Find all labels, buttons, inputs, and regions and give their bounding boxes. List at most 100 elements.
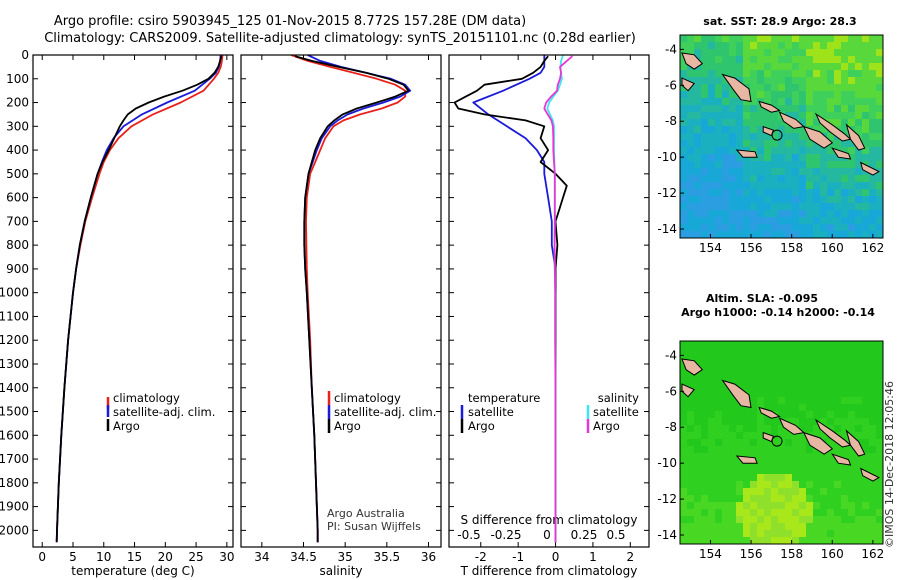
y-tick-label: 900 bbox=[6, 262, 29, 276]
map-cell bbox=[820, 355, 828, 363]
map-cell bbox=[708, 467, 716, 475]
map-cell bbox=[764, 341, 772, 349]
map-cell bbox=[736, 203, 744, 211]
map-cell bbox=[813, 161, 821, 169]
map-cell bbox=[834, 474, 842, 482]
map-cell bbox=[708, 126, 716, 134]
map-cell bbox=[701, 105, 709, 113]
map-cell bbox=[855, 341, 863, 349]
map-cell bbox=[855, 453, 863, 461]
y-tick-label: 1100 bbox=[0, 309, 29, 323]
map-cell bbox=[806, 502, 814, 510]
map-cell bbox=[778, 537, 786, 544]
map-cell bbox=[750, 488, 758, 496]
map-y-tick-label: -6 bbox=[665, 384, 677, 398]
map-field bbox=[680, 341, 883, 544]
map-cell bbox=[841, 70, 849, 78]
s-tick-label: 0.5 bbox=[606, 528, 625, 542]
map-cell bbox=[694, 530, 702, 538]
map-cell bbox=[799, 397, 807, 405]
map-cell bbox=[708, 112, 716, 120]
map-cell bbox=[729, 418, 737, 426]
map-cell bbox=[834, 502, 842, 510]
map-cell bbox=[792, 35, 800, 43]
map-cell bbox=[841, 418, 849, 426]
map-cell bbox=[687, 425, 695, 433]
map-cell bbox=[736, 133, 744, 141]
map-cell bbox=[841, 348, 849, 356]
map-cell bbox=[827, 84, 835, 92]
map-cell bbox=[813, 56, 821, 64]
map-cell bbox=[778, 161, 786, 169]
map-cell bbox=[757, 161, 765, 169]
map-cell bbox=[792, 390, 800, 398]
map-cell bbox=[792, 210, 800, 218]
map-cell bbox=[848, 63, 856, 71]
map-cell bbox=[813, 70, 821, 78]
map-cell bbox=[757, 217, 765, 225]
map-cell bbox=[869, 84, 877, 92]
map-cell bbox=[715, 376, 723, 384]
map-cell bbox=[827, 530, 835, 538]
map-cell bbox=[869, 224, 877, 232]
map-cell bbox=[785, 481, 793, 489]
sla-map-title-line-2: Argo h1000: -0.14 h2000: -0.14 bbox=[681, 306, 875, 319]
map-cell bbox=[806, 112, 814, 120]
map-cell bbox=[855, 390, 863, 398]
map-cell bbox=[743, 175, 751, 183]
map-cell bbox=[834, 446, 842, 454]
map-cell bbox=[764, 154, 772, 162]
map-cell bbox=[736, 126, 744, 134]
map-cell bbox=[806, 516, 814, 524]
map-cell bbox=[694, 495, 702, 503]
map-cell bbox=[771, 231, 779, 238]
map-cell bbox=[687, 77, 695, 85]
map-cell bbox=[743, 224, 751, 232]
map-cell bbox=[820, 432, 828, 440]
map-cell bbox=[834, 70, 842, 78]
x-tick-label: 0 bbox=[38, 550, 46, 564]
map-cell bbox=[841, 390, 849, 398]
map-cell bbox=[757, 495, 765, 503]
map-cell bbox=[722, 98, 730, 106]
map-cell bbox=[771, 418, 779, 426]
map-cell bbox=[708, 362, 716, 370]
map-cell bbox=[687, 231, 695, 238]
map-cell bbox=[694, 161, 702, 169]
map-cell bbox=[785, 495, 793, 503]
map-cell bbox=[834, 112, 842, 120]
map-cell bbox=[792, 411, 800, 419]
map-cell bbox=[806, 154, 814, 162]
map-cell bbox=[736, 404, 744, 412]
map-cell bbox=[841, 105, 849, 113]
map-cell bbox=[771, 509, 779, 517]
map-cell bbox=[792, 49, 800, 57]
map-cell bbox=[792, 376, 800, 384]
map-cell bbox=[694, 154, 702, 162]
map-cell bbox=[806, 453, 814, 461]
map-cell bbox=[806, 77, 814, 85]
map-cell bbox=[848, 397, 856, 405]
map-cell bbox=[764, 119, 772, 127]
map-cell bbox=[722, 446, 730, 454]
map-cell bbox=[694, 91, 702, 99]
map-cell bbox=[680, 509, 688, 517]
map-cell bbox=[869, 495, 877, 503]
map-cell bbox=[869, 460, 877, 468]
map-cell bbox=[827, 49, 835, 57]
map-cell bbox=[862, 70, 870, 78]
map-cell bbox=[680, 369, 688, 377]
map-cell bbox=[862, 196, 870, 204]
map-cell bbox=[680, 210, 688, 218]
map-cell bbox=[722, 425, 730, 433]
map-cell bbox=[792, 488, 800, 496]
map-cell bbox=[848, 210, 856, 218]
map-cell bbox=[757, 168, 765, 176]
map-cell bbox=[694, 502, 702, 510]
map-cell bbox=[715, 84, 723, 92]
map-cell bbox=[799, 467, 807, 475]
map-cell bbox=[792, 453, 800, 461]
map-cell bbox=[736, 362, 744, 370]
map-cell bbox=[722, 210, 730, 218]
map-cell bbox=[841, 495, 849, 503]
